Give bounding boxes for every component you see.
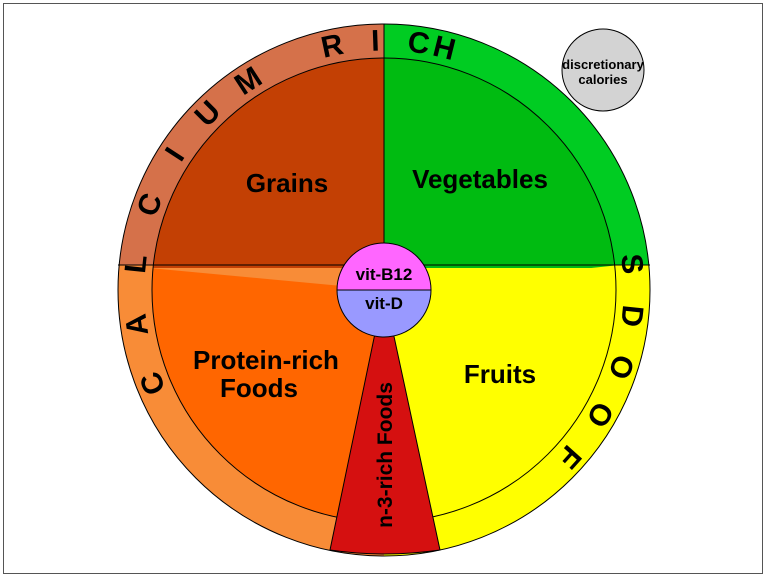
discretionary-line2: calories bbox=[578, 72, 627, 87]
ring-letter-foods-4: S bbox=[614, 252, 649, 275]
fruits-label: Fruits bbox=[464, 359, 536, 389]
vitb12-half bbox=[337, 243, 431, 290]
vitb12-label: vit-B12 bbox=[356, 265, 413, 284]
ring-letter-foods-3: D bbox=[614, 303, 649, 328]
vitd-label: vit-D bbox=[365, 294, 403, 313]
protein-label-line2: Foods bbox=[220, 373, 298, 403]
ring-letter-calcium-2: L bbox=[119, 253, 154, 275]
ring-letter-calcium-1: A bbox=[120, 312, 156, 338]
vegetables-label: Vegetables bbox=[412, 164, 548, 194]
grains-label: Grains bbox=[246, 168, 328, 198]
protein-label-line1: Protein-rich bbox=[193, 345, 339, 375]
center-circle: vit-B12 vit-D bbox=[336, 242, 432, 338]
n3-label: n-3-rich Foods bbox=[374, 382, 397, 528]
ring-letter-rich-1: I bbox=[371, 25, 380, 58]
discretionary-calories: discretionary calories bbox=[561, 28, 645, 112]
vitd-half bbox=[337, 290, 431, 337]
discretionary-circle bbox=[561, 28, 645, 112]
n3-section bbox=[329, 289, 441, 555]
discretionary-line1: discretionary bbox=[562, 57, 644, 72]
ring-letter-rich-2: C bbox=[406, 26, 432, 62]
